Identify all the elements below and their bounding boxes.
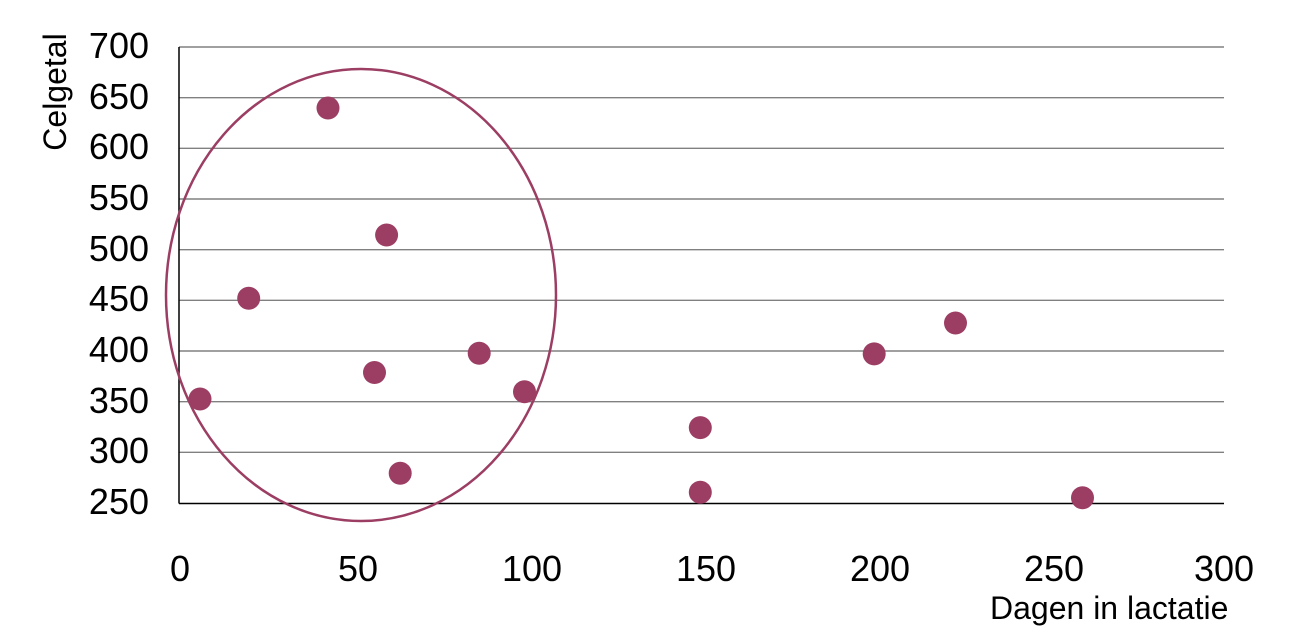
svg-text:0: 0 <box>170 548 190 589</box>
svg-text:100: 100 <box>502 548 562 589</box>
svg-text:250: 250 <box>1024 548 1084 589</box>
svg-text:450: 450 <box>89 278 149 319</box>
svg-text:400: 400 <box>89 329 149 370</box>
svg-text:550: 550 <box>89 177 149 218</box>
svg-text:300: 300 <box>89 430 149 471</box>
svg-text:350: 350 <box>89 380 149 421</box>
svg-text:300: 300 <box>1194 548 1254 589</box>
svg-text:250: 250 <box>89 481 149 522</box>
svg-text:500: 500 <box>89 228 149 269</box>
svg-text:700: 700 <box>89 25 149 66</box>
svg-text:Dagen in lactatie: Dagen in lactatie <box>990 590 1228 626</box>
svg-text:650: 650 <box>89 76 149 117</box>
svg-text:150: 150 <box>676 548 736 589</box>
svg-text:600: 600 <box>89 126 149 167</box>
svg-text:200: 200 <box>850 548 910 589</box>
svg-text:Celgetal: Celgetal <box>37 33 73 150</box>
svg-text:50: 50 <box>338 548 378 589</box>
